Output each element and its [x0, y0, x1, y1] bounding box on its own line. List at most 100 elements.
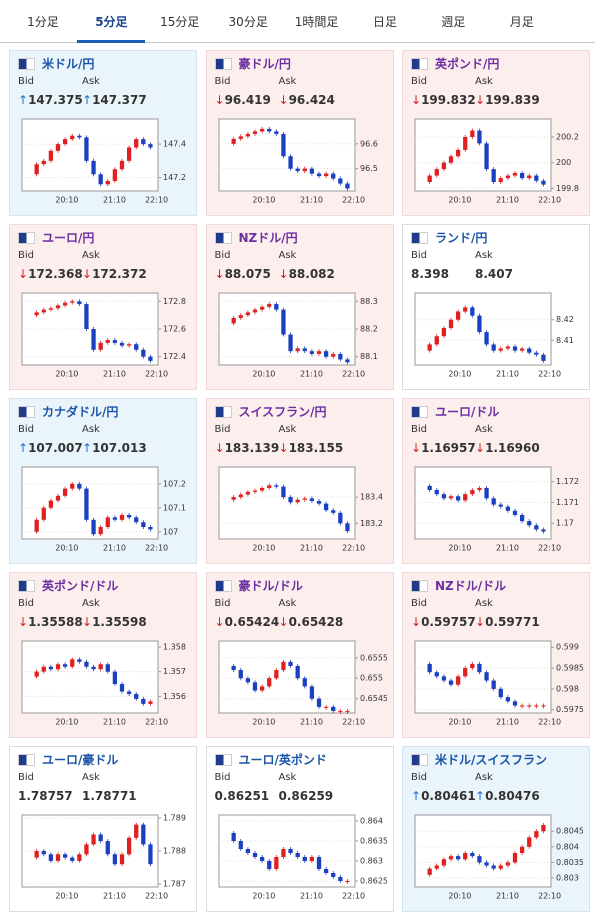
rate-tile[interactable]: NZドル/ドル Bid Ask ↓0.59757 ↓0.59771 0.599 0.5985…	[402, 572, 590, 738]
rate-tile[interactable]: 豪ドル/ドル Bid Ask ↓0.65424 ↓0.65428 0.6555 0.655 0…	[205, 572, 394, 738]
candle	[238, 670, 243, 679]
candle	[491, 344, 496, 351]
candle	[238, 494, 243, 498]
rate-tile[interactable]: ユーロ/ドル Bid Ask ↓1.16957 ↓1.16960 1.172 1.171 1.…	[402, 398, 590, 564]
bid-value: ↑107.007	[18, 441, 83, 455]
x-tick-label: 20:10	[448, 196, 471, 205]
tab[interactable]: 1時間足	[294, 15, 339, 29]
candle	[287, 156, 293, 169]
bid-arrow: ↓	[214, 267, 225, 281]
candle	[323, 869, 328, 873]
candle	[280, 661, 286, 671]
tab[interactable]: 週足	[441, 15, 466, 29]
ask-label: Ask	[82, 250, 100, 261]
tab[interactable]: 月足	[509, 15, 534, 29]
candle	[498, 178, 503, 182]
ask-price: 0.59771	[485, 615, 540, 629]
candle	[70, 659, 75, 667]
candle	[84, 661, 89, 667]
tab[interactable]: 15分足	[160, 15, 200, 29]
ask-label: Ask	[82, 76, 100, 87]
candle	[295, 853, 300, 857]
x-tick-label: 20:10	[448, 544, 471, 553]
bid-label: Bid	[214, 76, 231, 87]
rate-tile[interactable]: NZドル/円 Bid Ask ↓88.075 ↓88.082 88.3 88.2 88.1 20…	[205, 224, 394, 390]
candle	[344, 523, 350, 532]
ask-label: Ask	[278, 772, 297, 783]
mini-chart: 96.6 96.5 20:10 21:10 22:10	[218, 118, 377, 205]
rate-tile[interactable]: ランド/円 Bid Ask 8.398 8.407 8.42 8.41 20:10 21:10 2…	[402, 224, 590, 390]
candle	[323, 351, 328, 357]
tab[interactable]: 日足	[372, 15, 397, 29]
candle	[455, 856, 461, 860]
tab[interactable]: 1分足	[27, 15, 59, 29]
x-tick-label: 20:10	[252, 892, 275, 901]
bid-label: Bid	[214, 772, 231, 783]
tab[interactable]: 5分足	[77, 0, 146, 43]
rate-tile[interactable]: 英ポンド/ドル Bid Ask ↓1.35588 ↓1.35598 1.358 1.357 1…	[9, 572, 197, 738]
x-tick-label: 20:10	[55, 892, 78, 901]
flag-icon	[411, 232, 428, 244]
bid-arrow: ↓	[18, 267, 29, 281]
bid-value: ↓199.832	[411, 93, 476, 107]
mini-chart: 183.4 183.2 20:10 21:10 22:10	[218, 466, 382, 553]
y-tick-label: 0.8625	[360, 877, 387, 886]
candle	[280, 133, 286, 157]
ask-price: 147.377	[92, 93, 147, 107]
plot-area	[21, 466, 159, 540]
candle	[126, 147, 132, 161]
rate-tile[interactable]: カナダドル/円 Bid Ask ↑107.007 ↑107.013 107.2 107.1 1…	[9, 398, 197, 564]
candle	[134, 139, 139, 148]
ask-arrow: ↓	[475, 615, 486, 629]
candle	[273, 485, 278, 487]
candle	[484, 332, 489, 345]
candle	[134, 344, 139, 350]
ask-value: ↓172.372	[82, 267, 147, 281]
rate-tile[interactable]: ユーロ/豪ドル Bid Ask 1.78757 1.78771 1.789 1.788 1.7…	[9, 746, 197, 912]
bid-price: 96.419	[224, 93, 271, 107]
bid-price: 0.59757	[421, 615, 476, 629]
candle	[231, 317, 236, 324]
bid-arrow: ↓	[214, 93, 225, 107]
tab[interactable]: 30分足	[228, 15, 268, 29]
candle	[534, 352, 539, 355]
candle	[519, 348, 525, 351]
candle	[55, 854, 61, 861]
candle	[91, 160, 96, 175]
x-tick-label: 22:10	[342, 370, 365, 379]
mini-chart: 0.6555 0.655 0.6545 20:10 21:10 22:10	[218, 640, 387, 727]
y-tick-label: 147.4	[163, 140, 186, 149]
plot-area	[21, 118, 159, 192]
candle	[316, 857, 321, 869]
flag-icon	[214, 754, 232, 766]
candle	[477, 663, 482, 673]
candle	[77, 135, 82, 138]
rate-tile[interactable]: 英ポンド/円 Bid Ask ↓199.832 ↓199.839 200.2 200 199.…	[402, 50, 590, 216]
candle	[534, 831, 539, 838]
pair-name: ユーロ/豪ドル	[42, 753, 119, 767]
rate-tile[interactable]: 米ドル/スイスフラン Bid Ask ↑0.80461 ↑0.80476 0.8045 0.…	[402, 746, 590, 912]
rate-tile[interactable]: スイスフラン/円 Bid Ask ↓183.139 ↓183.155 183.4 183.2…	[205, 398, 394, 564]
candle	[126, 515, 132, 518]
y-tick-label: 200	[556, 158, 571, 167]
bid-arrow: ↓	[214, 615, 225, 629]
candle	[62, 139, 68, 145]
x-tick-label: 20:10	[448, 892, 471, 901]
ask-label: Ask	[278, 598, 297, 609]
candle	[302, 678, 307, 687]
candle	[55, 495, 61, 501]
rate-tile[interactable]: 豪ドル/円 Bid Ask ↓96.419 ↓96.424 96.6 96.5 20:10 21…	[205, 50, 394, 216]
ask-label: Ask	[475, 250, 493, 261]
mini-chart: 107.2 107.1 107 20:10 21:10 22:10	[21, 466, 186, 553]
mini-chart: 0.599 0.5985 0.598 0.5975 20:10 21:10 22:10	[414, 640, 583, 727]
candle	[231, 833, 236, 841]
x-tick-label: 20:10	[55, 718, 78, 727]
ask-value: ↓96.424	[279, 93, 335, 107]
rate-tile[interactable]: ユーロ/英ポンド Bid Ask 0.86251 0.86259 0.864 0.8635 0…	[205, 746, 394, 912]
candle	[491, 680, 496, 689]
candle	[534, 525, 539, 530]
rate-tile[interactable]: ユーロ/円 Bid Ask ↓172.368 ↓172.372 172.8 172.6 172…	[9, 224, 197, 390]
candle	[148, 701, 153, 704]
x-tick-label: 21:10	[496, 196, 519, 205]
rate-tile[interactable]: 米ドル/円 Bid Ask ↑147.375 ↑147.377 147.4 147.2 20:…	[9, 50, 197, 216]
